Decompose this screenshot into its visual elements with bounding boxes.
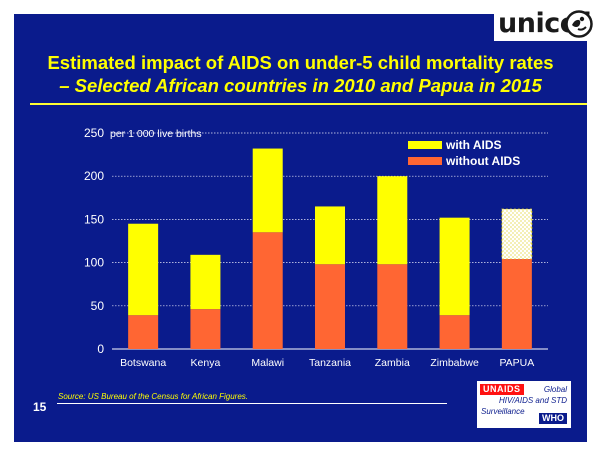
bar-without-aids <box>128 315 159 349</box>
y-tick-label: 0 <box>97 342 104 356</box>
x-tick-label: Kenya <box>191 357 221 369</box>
unaids-who-badge: UNAIDS Global HIV/AIDS and STD Surveilla… <box>477 381 571 428</box>
bar-with-aids <box>190 254 221 310</box>
bar-without-aids <box>501 259 532 349</box>
bar-without-aids <box>315 264 345 349</box>
source-note: Source: US Bureau of the Census for Afri… <box>58 392 249 401</box>
legend-label-without-aids: without AIDS <box>445 154 520 168</box>
bar-with-aids <box>252 148 283 233</box>
x-tick-label: Zambia <box>375 357 410 369</box>
bar-with-aids <box>128 223 159 316</box>
unaids-label: UNAIDS <box>480 384 524 395</box>
y-tick-label: 50 <box>91 299 105 313</box>
slide-frame <box>14 14 587 442</box>
x-tick-label: PAPUA <box>499 357 534 369</box>
bar-without-aids <box>439 315 470 349</box>
bar-with-aids <box>439 217 470 316</box>
bar-without-aids <box>252 232 283 349</box>
x-tick-label: Malawi <box>251 357 284 369</box>
x-tick-label: Tanzania <box>309 357 351 369</box>
y-tick-label: 250 <box>84 126 104 140</box>
bar-without-aids <box>377 264 408 349</box>
badge-global-text: Global <box>543 385 567 394</box>
unicef-emblem-icon <box>565 10 593 38</box>
y-tick-label: 100 <box>84 256 104 270</box>
x-tick-label: Zimbabwe <box>430 357 479 369</box>
y-tick-label: 200 <box>84 169 104 183</box>
badge-hiv-text: HIV/AIDS and STD <box>498 396 567 405</box>
slide-subtitle: – Selected African countries in 2010 and… <box>59 75 542 96</box>
legend-label-with-aids: with AIDS <box>445 138 502 152</box>
bar-with-aids <box>315 206 345 265</box>
footer-rule <box>57 403 447 404</box>
page-number: 15 <box>33 400 47 414</box>
badge-surveillance-text: Surveillance <box>481 407 525 416</box>
bar-with-aids <box>501 209 532 260</box>
slide-title: Estimated impact of AIDS on under-5 chil… <box>47 52 554 73</box>
x-tick-label: Botswana <box>120 357 166 369</box>
unit-label: per 1 000 live births <box>110 128 202 140</box>
bar-with-aids <box>377 176 408 265</box>
unicef-logo: unicef <box>494 7 596 41</box>
y-tick-label: 150 <box>84 212 104 226</box>
legend-swatch-without-aids <box>408 157 442 165</box>
bar-without-aids <box>190 309 221 349</box>
who-label: WHO <box>539 413 567 424</box>
legend-swatch-with-aids <box>408 141 442 149</box>
title-rule <box>30 103 587 105</box>
